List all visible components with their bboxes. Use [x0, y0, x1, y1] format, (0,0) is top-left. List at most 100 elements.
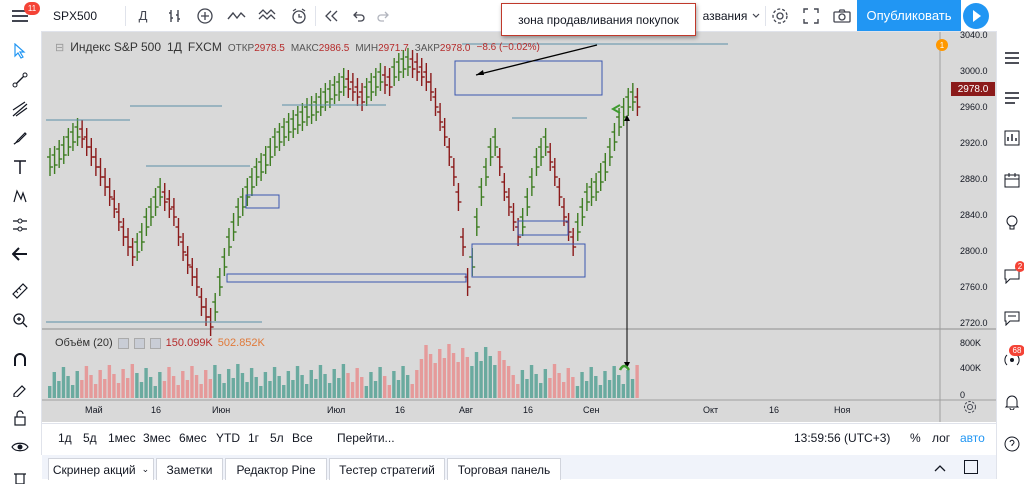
- volume-axis-label: 800K: [960, 338, 982, 348]
- notifications-bell-icon[interactable]: [1001, 391, 1023, 413]
- price-axis-label: 2800.0: [960, 246, 988, 256]
- close-value: 2978.0: [439, 43, 471, 54]
- range-button[interactable]: 1мес: [108, 431, 136, 445]
- chart-pane[interactable]: [42, 32, 996, 422]
- time-axis-label: 16: [151, 405, 162, 415]
- volume-label[interactable]: Объём (20): [55, 337, 113, 349]
- alert-clock-icon[interactable]: [288, 0, 310, 31]
- trash-icon[interactable]: [9, 467, 31, 489]
- play-icon[interactable]: [963, 3, 989, 29]
- price-axis-label: 2880.0: [960, 174, 988, 184]
- low-label: МИН: [355, 43, 379, 54]
- ruler-icon[interactable]: [9, 280, 31, 302]
- range-button[interactable]: 5д: [83, 431, 97, 445]
- chat-badge: 2: [1015, 261, 1024, 272]
- high-label: МАКС: [290, 43, 319, 54]
- menu-icon[interactable]: [6, 0, 34, 31]
- tab-pine-editor[interactable]: Редактор Pine: [225, 458, 327, 480]
- fullscreen-icon[interactable]: [800, 0, 822, 31]
- tab-trading-panel[interactable]: Торговая панель: [447, 458, 561, 480]
- range-button[interactable]: 1г: [248, 431, 260, 445]
- callout-annotation[interactable]: зона продавливания покупок: [501, 3, 696, 36]
- legend-source: FXCM: [187, 40, 222, 54]
- time-axis-label: 16: [395, 405, 406, 415]
- compare-add-icon[interactable]: [194, 0, 216, 31]
- maximize-icon[interactable]: [964, 460, 978, 474]
- pitchfork-icon[interactable]: [9, 98, 31, 120]
- price-axis-label: 2760.0: [960, 282, 988, 292]
- calendar-icon[interactable]: [1001, 169, 1023, 191]
- chevron-down-icon[interactable]: [750, 0, 762, 31]
- chart-legend: ⊟ Индекс S&P 500 1Д FXCM ОТКР2978.5 МАКС…: [55, 40, 540, 54]
- range-button[interactable]: YTD: [216, 431, 240, 445]
- templates-icon[interactable]: [256, 0, 280, 31]
- goto-date-button[interactable]: Перейти...: [337, 431, 395, 445]
- time-axis-label: Окт: [703, 405, 719, 415]
- current-price-badge: 2978.0: [951, 82, 995, 96]
- symbol-search[interactable]: SPX500: [52, 8, 98, 23]
- legend-title[interactable]: Индекс S&P 500: [70, 40, 162, 54]
- price-chart[interactable]: [42, 32, 996, 422]
- range-button[interactable]: Все: [292, 431, 313, 445]
- help-icon[interactable]: [1001, 433, 1023, 455]
- price-axis-label: 3040.0: [960, 30, 988, 40]
- prediction-icon[interactable]: [9, 214, 31, 236]
- replay-icon[interactable]: [320, 0, 342, 31]
- close-toggle-icon[interactable]: [149, 337, 161, 349]
- price-axis-label: 2720.0: [960, 318, 988, 328]
- volume-legend: Объём (20) 150.099K 502.852K: [55, 337, 265, 349]
- tab-stock-screener[interactable]: Скринер акций ⌄: [48, 458, 154, 480]
- chevron-up-icon[interactable]: [934, 461, 946, 475]
- range-button[interactable]: 5л: [270, 431, 284, 445]
- pattern-icon[interactable]: [9, 185, 31, 207]
- undo-icon[interactable]: [348, 0, 370, 31]
- range-button[interactable]: 6мес: [179, 431, 207, 445]
- publish-button[interactable]: Опубликовать: [857, 0, 961, 31]
- settings-toggle-icon[interactable]: [133, 337, 145, 349]
- templates-dropdown[interactable]: азвания: [702, 8, 748, 23]
- time-axis-label: Июн: [212, 405, 231, 415]
- callout-arrow: [475, 44, 598, 76]
- redo-icon[interactable]: [372, 0, 394, 31]
- settings-gear-icon[interactable]: [769, 0, 791, 31]
- data-window-icon[interactable]: [1001, 127, 1023, 149]
- bar-style-icon[interactable]: [164, 0, 186, 31]
- chat-rooms-icon[interactable]: [1001, 307, 1023, 329]
- tab-strategy-tester[interactable]: Тестер стратегий: [329, 458, 445, 480]
- range-button[interactable]: 3мес: [143, 431, 171, 445]
- low-value: 2971.7: [378, 43, 409, 54]
- collapse-icon[interactable]: ⊟: [55, 41, 65, 54]
- zone-box-top: [454, 60, 603, 96]
- alerts-icon[interactable]: [1001, 87, 1023, 109]
- open-value: 2978.5: [254, 43, 285, 54]
- ideas-icon[interactable]: [1001, 211, 1023, 233]
- axis-settings-gear-icon[interactable]: [963, 400, 977, 417]
- clock-display[interactable]: 13:59:56 (UTC+3): [794, 431, 891, 445]
- lock-icon[interactable]: [9, 407, 31, 429]
- eye-toggle-icon[interactable]: [117, 337, 129, 349]
- legend-interval: 1Д: [167, 40, 182, 54]
- zoom-in-icon[interactable]: [9, 309, 31, 331]
- eye-icon[interactable]: [9, 436, 31, 458]
- drawing-toolbar: [0, 31, 42, 455]
- text-tool-icon[interactable]: [9, 156, 31, 178]
- magnet-icon[interactable]: [9, 349, 31, 371]
- alert-count-badge[interactable]: 1: [936, 39, 948, 51]
- auto-toggle[interactable]: авто: [960, 431, 985, 445]
- trend-line-icon[interactable]: [9, 69, 31, 91]
- interval-button[interactable]: Д: [138, 8, 148, 23]
- lock-drawings-icon[interactable]: [9, 378, 31, 400]
- brush-icon[interactable]: [9, 127, 31, 149]
- close-label: ЗАКР: [414, 43, 440, 54]
- tab-notes[interactable]: Заметки: [156, 458, 223, 480]
- cursor-icon[interactable]: [9, 40, 31, 62]
- zone-box-low: [226, 273, 467, 283]
- back-arrow-icon[interactable]: [9, 243, 31, 265]
- percent-toggle[interactable]: %: [910, 431, 921, 445]
- indicators-icon[interactable]: [224, 0, 250, 31]
- streams-badge: 68: [1009, 345, 1024, 356]
- watchlist-icon[interactable]: [1001, 47, 1023, 69]
- range-button[interactable]: 1д: [58, 431, 72, 445]
- camera-icon[interactable]: [831, 0, 853, 31]
- log-toggle[interactable]: лог: [932, 431, 951, 445]
